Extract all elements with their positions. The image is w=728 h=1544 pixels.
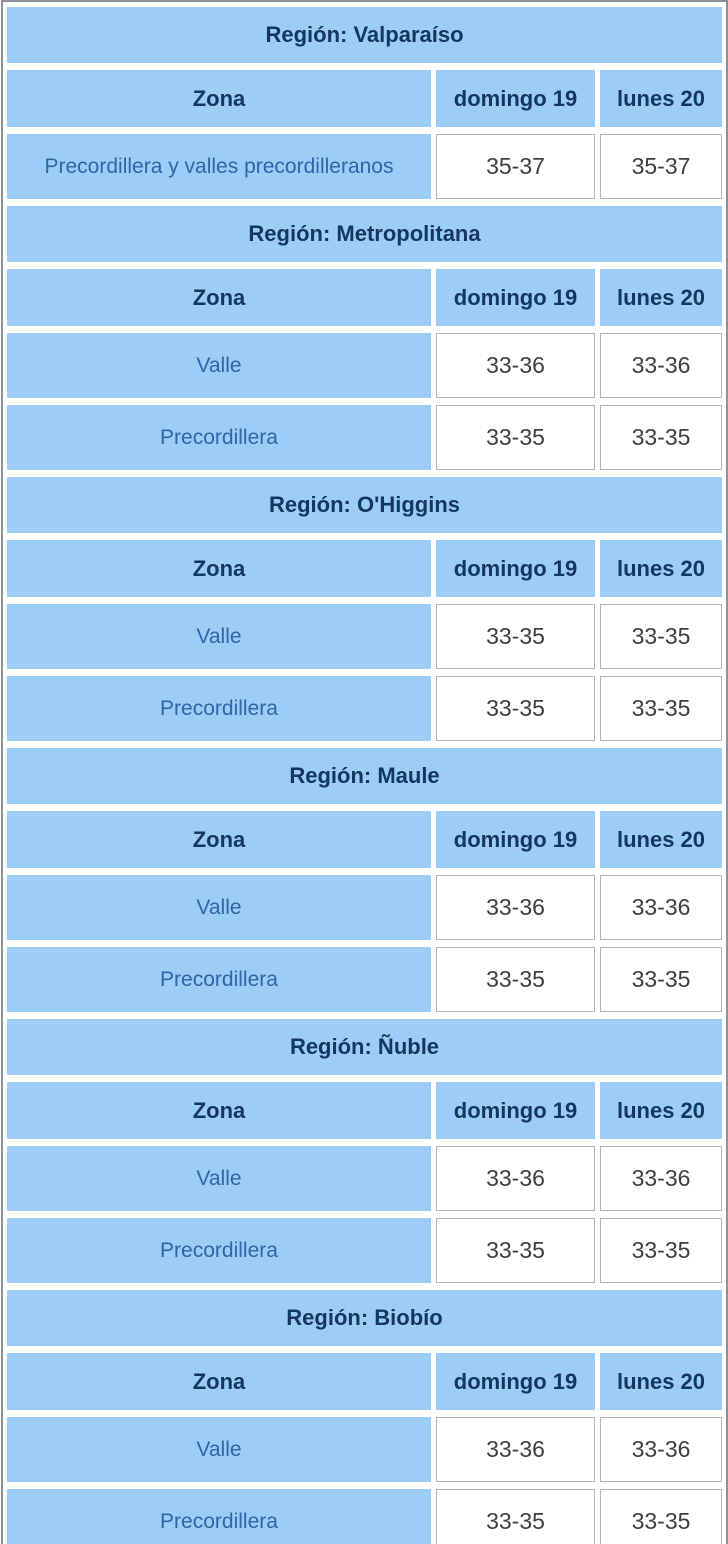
region-section: Región: Valparaíso Zona domingo 19 lunes… (7, 7, 722, 199)
region-rows: Valle 33-36 33-36 Precordillera 33-35 33… (7, 333, 722, 470)
zone-name-cell: Valle (7, 875, 431, 940)
day1-value-cell: 33-36 (436, 333, 595, 398)
zone-column-header: Zona (7, 269, 431, 326)
day1-value-cell: 33-35 (436, 947, 595, 1012)
zone-column-header: Zona (7, 1082, 431, 1139)
day1-value-cell: 33-35 (436, 405, 595, 470)
zone-name-cell: Precordillera y valles precordilleranos (7, 134, 431, 199)
zone-name-cell: Precordillera (7, 405, 431, 470)
region-title: Región: O'Higgins (269, 492, 460, 517)
day1-value-cell: 33-36 (436, 1146, 595, 1211)
day2-value-cell: 33-36 (600, 333, 722, 398)
day2-column-header: lunes 20 (600, 1353, 722, 1410)
column-header-row: Zona domingo 19 lunes 20 (7, 1353, 722, 1410)
region-rows: Valle 33-36 33-36 Precordillera 33-35 33… (7, 1146, 722, 1283)
zone-column-header: Zona (7, 811, 431, 868)
region-section: Región: O'Higgins Zona domingo 19 lunes … (7, 477, 722, 741)
day1-column-header: domingo 19 (436, 540, 595, 597)
region-section: Región: Maule Zona domingo 19 lunes 20 V… (7, 748, 722, 1012)
column-header-row: Zona domingo 19 lunes 20 (7, 70, 722, 127)
zone-name-cell: Valle (7, 1417, 431, 1482)
region-header: Región: Biobío (7, 1290, 722, 1346)
table-row: Valle 33-36 33-36 (7, 1146, 722, 1211)
day2-value-cell: 33-35 (600, 1218, 722, 1283)
column-header-row: Zona domingo 19 lunes 20 (7, 269, 722, 326)
zone-name-cell: Precordillera (7, 676, 431, 741)
zone-name-cell: Valle (7, 604, 431, 669)
day1-value-cell: 33-36 (436, 875, 595, 940)
region-title: Región: Ñuble (289, 1034, 440, 1059)
day2-column-header: lunes 20 (600, 269, 722, 326)
zone-column-header: Zona (7, 540, 431, 597)
day1-column-header: domingo 19 (436, 1353, 595, 1410)
day1-column-header: domingo 19 (436, 70, 595, 127)
day2-value-cell: 33-36 (600, 1417, 722, 1482)
day1-value-cell: 35-37 (436, 134, 595, 199)
table-row: Precordillera 33-35 33-35 (7, 1489, 722, 1544)
day2-value-cell: 33-35 (600, 947, 722, 1012)
zone-name-cell: Precordillera (7, 1218, 431, 1283)
day1-column-header: domingo 19 (436, 269, 595, 326)
day2-value-cell: 33-36 (600, 1146, 722, 1211)
region-header: Región: Maule (7, 748, 722, 804)
region-rows: Valle 33-35 33-35 Precordillera 33-35 33… (7, 604, 722, 741)
region-header: Región: O'Higgins (7, 477, 722, 533)
region-title: Región: Metropolitana (248, 221, 481, 246)
table-row: Valle 33-36 33-36 (7, 875, 722, 940)
day2-column-header: lunes 20 (600, 811, 722, 868)
table-row: Precordillera 33-35 33-35 (7, 405, 722, 470)
regions-container: Región: Valparaíso Zona domingo 19 lunes… (7, 7, 722, 1544)
region-header: Región: Valparaíso (7, 7, 722, 63)
table-row: Valle 33-35 33-35 (7, 604, 722, 669)
region-rows: Valle 33-36 33-36 Precordillera 33-35 33… (7, 1417, 722, 1544)
day1-column-header: domingo 19 (436, 1082, 595, 1139)
day1-value-cell: 33-36 (436, 1417, 595, 1482)
table-row: Precordillera y valles precordilleranos … (7, 134, 722, 199)
table-row: Precordillera 33-35 33-35 (7, 1218, 722, 1283)
region-header: Región: Metropolitana (7, 206, 722, 262)
region-section: Región: Biobío Zona domingo 19 lunes 20 … (7, 1290, 722, 1544)
region-title: Región: Maule (289, 763, 440, 788)
table-row: Precordillera 33-35 33-35 (7, 676, 722, 741)
zone-column-header: Zona (7, 1353, 431, 1410)
day2-column-header: lunes 20 (600, 1082, 722, 1139)
region-section: Región: Ñuble Zona domingo 19 lunes 20 V… (7, 1019, 722, 1283)
day1-column-header: domingo 19 (436, 811, 595, 868)
day2-column-header: lunes 20 (600, 540, 722, 597)
region-rows: Valle 33-36 33-36 Precordillera 33-35 33… (7, 875, 722, 1012)
region-title: Región: Biobío (286, 1305, 443, 1330)
day2-value-cell: 33-35 (600, 405, 722, 470)
column-header-row: Zona domingo 19 lunes 20 (7, 540, 722, 597)
zone-name-cell: Precordillera (7, 1489, 431, 1544)
region-header: Región: Ñuble (7, 1019, 722, 1075)
day2-column-header: lunes 20 (600, 70, 722, 127)
zone-name-cell: Valle (7, 333, 431, 398)
zone-column-header: Zona (7, 70, 431, 127)
zone-name-cell: Valle (7, 1146, 431, 1211)
region-section: Región: Metropolitana Zona domingo 19 lu… (7, 206, 722, 470)
region-rows: Precordillera y valles precordilleranos … (7, 134, 722, 199)
column-header-row: Zona domingo 19 lunes 20 (7, 811, 722, 868)
day2-value-cell: 33-36 (600, 875, 722, 940)
region-title: Región: Valparaíso (265, 22, 464, 47)
day2-value-cell: 33-35 (600, 1489, 722, 1544)
day2-value-cell: 33-35 (600, 604, 722, 669)
zone-name-cell: Precordillera (7, 947, 431, 1012)
day1-value-cell: 33-35 (436, 676, 595, 741)
column-header-row: Zona domingo 19 lunes 20 (7, 1082, 722, 1139)
day1-value-cell: 33-35 (436, 1489, 595, 1544)
table-row: Valle 33-36 33-36 (7, 333, 722, 398)
day1-value-cell: 33-35 (436, 1218, 595, 1283)
day2-value-cell: 33-35 (600, 676, 722, 741)
day2-value-cell: 35-37 (600, 134, 722, 199)
table-row: Valle 33-36 33-36 (7, 1417, 722, 1482)
day1-value-cell: 33-35 (436, 604, 595, 669)
table-row: Precordillera 33-35 33-35 (7, 947, 722, 1012)
